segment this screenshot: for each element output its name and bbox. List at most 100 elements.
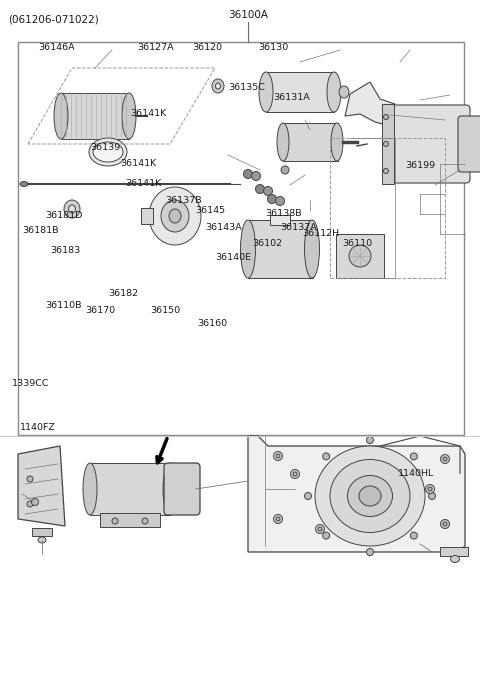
Ellipse shape [83, 463, 97, 515]
Ellipse shape [349, 245, 371, 267]
Ellipse shape [330, 460, 410, 532]
Text: 1339CC: 1339CC [12, 379, 49, 388]
Bar [141, 208, 153, 224]
Ellipse shape [304, 220, 320, 278]
Ellipse shape [384, 115, 388, 119]
Bar [32, 528, 52, 536]
Ellipse shape [69, 205, 75, 213]
Bar [100, 513, 160, 527]
Ellipse shape [290, 470, 300, 479]
Text: 36182: 36182 [108, 289, 138, 298]
Bar [330, 138, 445, 278]
Text: 36150: 36150 [150, 306, 180, 315]
Text: 36143A: 36143A [205, 223, 242, 232]
Bar [61, 93, 129, 139]
Bar [90, 463, 170, 515]
Bar [248, 220, 313, 278]
Ellipse shape [267, 195, 276, 204]
Text: 36183: 36183 [50, 246, 80, 255]
Ellipse shape [89, 138, 127, 166]
Ellipse shape [122, 93, 136, 139]
Text: 36141K: 36141K [130, 109, 166, 118]
Bar [270, 215, 290, 225]
FancyBboxPatch shape [164, 463, 200, 515]
Bar [440, 547, 468, 556]
Ellipse shape [323, 453, 330, 460]
Ellipse shape [274, 514, 283, 524]
Ellipse shape [212, 79, 224, 93]
Ellipse shape [149, 187, 201, 245]
Ellipse shape [367, 549, 373, 555]
Ellipse shape [255, 185, 264, 193]
Text: 36137A: 36137A [280, 223, 317, 232]
Text: 36199: 36199 [405, 161, 435, 170]
Ellipse shape [339, 86, 349, 98]
Ellipse shape [384, 168, 388, 173]
FancyBboxPatch shape [384, 105, 470, 183]
Ellipse shape [410, 453, 417, 460]
Ellipse shape [277, 123, 289, 161]
Bar [382, 104, 394, 184]
Text: 36181B: 36181B [22, 226, 59, 235]
Text: 36141K: 36141K [125, 179, 161, 188]
Ellipse shape [243, 169, 252, 179]
Ellipse shape [410, 532, 417, 539]
Text: 36137B: 36137B [165, 196, 202, 205]
Ellipse shape [315, 524, 324, 534]
Text: 1140FZ: 1140FZ [20, 423, 56, 432]
Ellipse shape [240, 220, 255, 278]
Ellipse shape [93, 142, 123, 162]
Text: 36130: 36130 [258, 43, 288, 52]
Text: 36181D: 36181D [45, 211, 83, 220]
Text: 36112H: 36112H [302, 229, 339, 238]
Ellipse shape [276, 197, 285, 206]
Ellipse shape [163, 463, 177, 515]
Text: 36138B: 36138B [265, 209, 301, 218]
Ellipse shape [367, 437, 373, 443]
Polygon shape [345, 82, 395, 126]
Ellipse shape [429, 493, 435, 499]
Ellipse shape [252, 171, 261, 181]
Text: 36170: 36170 [85, 306, 115, 315]
Ellipse shape [443, 522, 447, 526]
Bar [18, 42, 464, 435]
Ellipse shape [216, 83, 220, 89]
Ellipse shape [359, 486, 381, 506]
Polygon shape [18, 446, 65, 526]
Ellipse shape [331, 123, 343, 161]
Ellipse shape [318, 527, 322, 531]
Text: 36160: 36160 [197, 319, 227, 328]
FancyBboxPatch shape [458, 116, 480, 172]
Ellipse shape [276, 517, 280, 521]
Ellipse shape [441, 454, 449, 464]
Ellipse shape [169, 209, 181, 223]
Ellipse shape [443, 457, 447, 461]
Ellipse shape [315, 446, 425, 546]
Ellipse shape [27, 501, 33, 507]
Bar [283, 123, 338, 161]
Text: 36102: 36102 [252, 239, 282, 248]
Ellipse shape [54, 93, 68, 139]
Text: 36145: 36145 [195, 206, 225, 215]
Bar [336, 234, 384, 278]
Ellipse shape [304, 493, 312, 499]
Ellipse shape [327, 72, 341, 112]
Ellipse shape [112, 518, 118, 524]
Ellipse shape [38, 537, 46, 543]
Ellipse shape [276, 454, 280, 458]
Ellipse shape [425, 485, 434, 493]
Ellipse shape [428, 487, 432, 491]
Ellipse shape [348, 475, 393, 516]
Ellipse shape [441, 520, 449, 528]
Ellipse shape [142, 518, 148, 524]
Text: 36135C: 36135C [228, 83, 265, 92]
Text: 36131A: 36131A [273, 93, 310, 102]
Polygon shape [248, 436, 465, 552]
Text: 36110B: 36110B [45, 301, 82, 310]
Ellipse shape [32, 499, 38, 506]
Ellipse shape [264, 187, 273, 195]
Ellipse shape [20, 181, 28, 187]
Ellipse shape [259, 72, 273, 112]
Text: 36127A: 36127A [137, 43, 174, 52]
Text: 1140HL: 1140HL [398, 469, 434, 478]
